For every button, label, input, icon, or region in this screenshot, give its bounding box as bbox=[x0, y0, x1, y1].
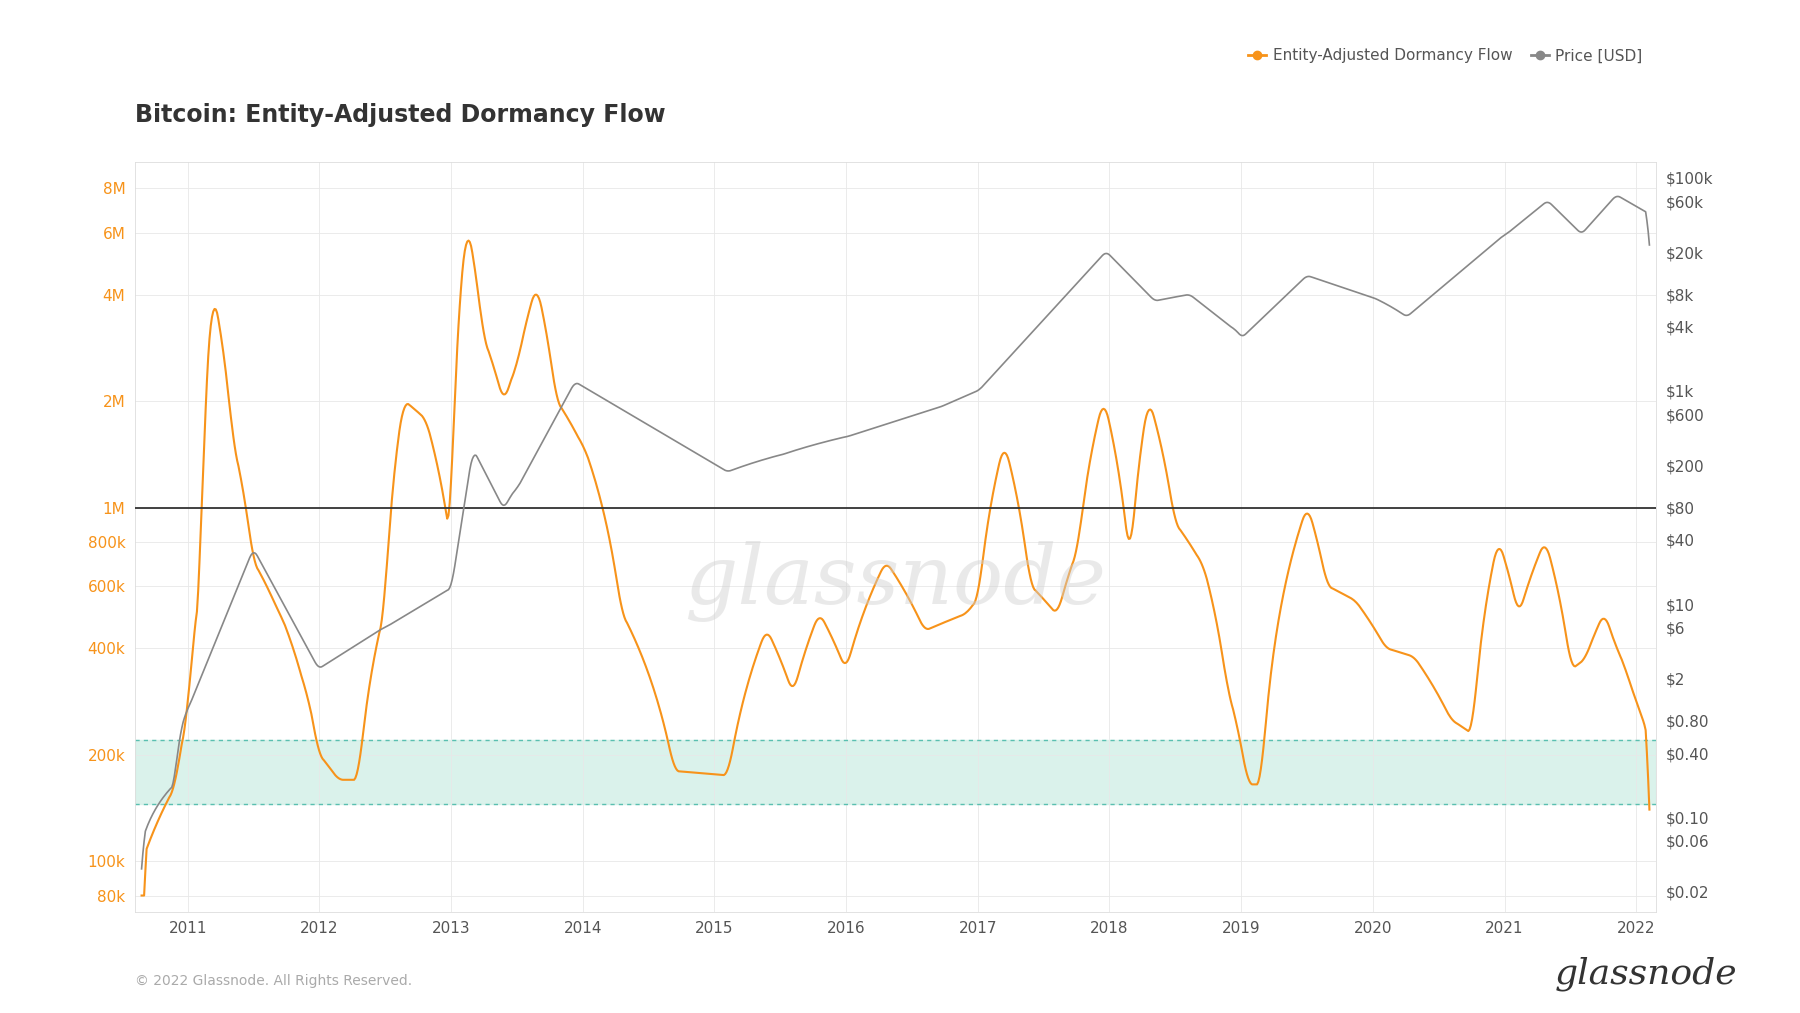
Text: Bitcoin: Entity-Adjusted Dormancy Flow: Bitcoin: Entity-Adjusted Dormancy Flow bbox=[135, 102, 666, 127]
Legend: Entity-Adjusted Dormancy Flow, Price [USD]: Entity-Adjusted Dormancy Flow, Price [US… bbox=[1242, 43, 1649, 70]
Text: glassnode: glassnode bbox=[1555, 956, 1737, 991]
Bar bbox=[135, 741, 1656, 804]
Text: glassnode: glassnode bbox=[684, 541, 1107, 622]
Text: © 2022 Glassnode. All Rights Reserved.: © 2022 Glassnode. All Rights Reserved. bbox=[135, 973, 412, 988]
